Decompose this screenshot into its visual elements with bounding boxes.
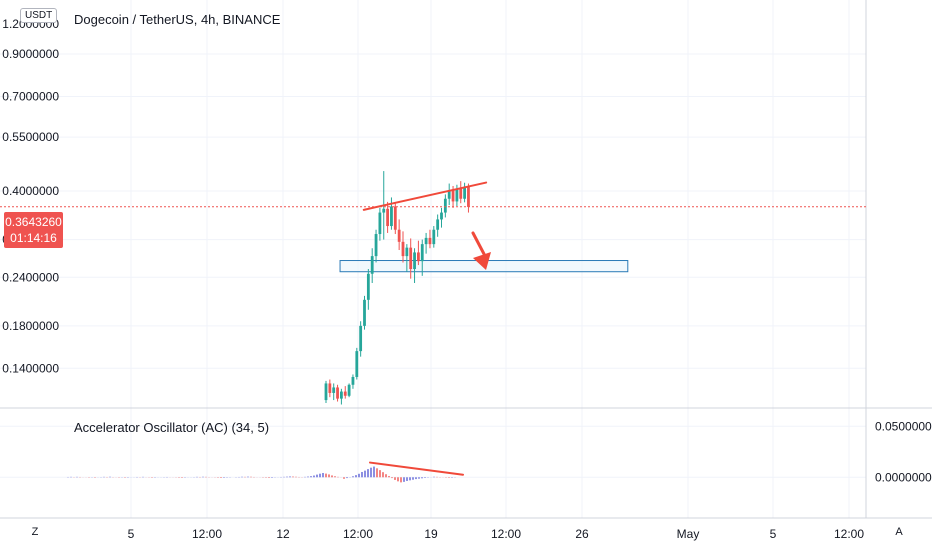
candle-body — [409, 247, 413, 270]
annotations[interactable] — [362, 181, 491, 476]
candle-body — [455, 188, 459, 202]
candle-body — [374, 234, 378, 257]
price-tick-label: 0.1800000 — [2, 319, 59, 333]
ac-tick-label: 0.0500000 — [875, 419, 932, 433]
candle-body — [432, 229, 436, 245]
candle-body — [340, 391, 343, 399]
candle-body — [447, 190, 451, 199]
time-tick-label: May — [677, 527, 700, 541]
log-scale-toggle[interactable]: Z — [31, 526, 39, 538]
current-price-value: 0.3643260 — [5, 215, 62, 229]
time-tick-label: 12 — [276, 527, 290, 541]
candle-body — [378, 212, 382, 235]
candle-body — [397, 229, 401, 242]
candle-body — [413, 252, 416, 270]
divergence-trendline — [369, 461, 464, 476]
candle-body — [440, 212, 443, 220]
ac-histogram — [67, 466, 456, 483]
bar-countdown: 01:14:16 — [10, 231, 57, 245]
auto-scale-toggle[interactable]: A — [895, 526, 903, 538]
candle-body — [467, 186, 470, 207]
candle-body — [355, 351, 359, 377]
candle-body — [370, 256, 374, 274]
indicator-label[interactable]: Accelerator Oscillator (AC) (34, 5) — [74, 420, 269, 435]
current-price-label: 0.3643260 01:14:16 — [4, 212, 63, 248]
candle-body — [386, 208, 389, 227]
candle-body — [332, 387, 336, 393]
price-axis[interactable]: 0.90000000.70000000.55000000.40000000.30… — [2, 17, 59, 375]
grid — [0, 0, 866, 518]
candle-body — [347, 384, 351, 396]
price-tick-label: 0.9000000 — [2, 47, 59, 61]
candle-body — [390, 206, 393, 227]
candle-body — [417, 252, 420, 262]
candle-body — [459, 188, 463, 199]
candle-body — [443, 198, 447, 213]
candle-body — [363, 299, 366, 326]
candle-body — [351, 376, 355, 385]
time-tick-label: 5 — [128, 527, 135, 541]
rising-trendline — [362, 181, 488, 211]
ac-axis[interactable]: 0.0500000 0.0000000 — [875, 419, 932, 484]
time-tick-label: 12:00 — [834, 527, 864, 541]
ac-tick-label: 0.0000000 — [875, 470, 932, 484]
time-tick-label: 12:00 — [192, 527, 222, 541]
time-tick-label: 12:00 — [343, 527, 373, 541]
price-tick-label: 0.4000000 — [2, 184, 59, 198]
time-tick-label: 26 — [575, 527, 589, 541]
candle-body — [428, 237, 432, 245]
candle-body — [436, 219, 440, 230]
candle-body — [324, 383, 328, 401]
candle-body — [420, 244, 424, 262]
time-tick-label: 12:00 — [491, 527, 521, 541]
time-tick-label: 5 — [770, 527, 777, 541]
candle-body — [401, 241, 405, 257]
price-tick-label: 0.1400000 — [2, 361, 59, 375]
time-axis[interactable]: 5 12:00 12 12:00 19 12:00 26 May 5 12:00 — [128, 527, 865, 541]
down-arrow-head — [473, 252, 491, 270]
candle-body — [424, 237, 428, 245]
candle-body — [343, 391, 347, 396]
price-tick-label: 0.7000000 — [2, 89, 59, 103]
candle-body — [366, 273, 370, 300]
candle-body — [328, 383, 332, 393]
candle-body — [463, 186, 466, 199]
pane-separators — [0, 0, 932, 519]
candle-body — [359, 325, 363, 352]
candlestick-series — [324, 171, 470, 405]
candle-body — [405, 247, 409, 257]
chart-title: Dogecoin / TetherUS, 4h, BINANCE — [74, 12, 281, 27]
price-tick-label: 0.2400000 — [2, 270, 59, 284]
candle-body — [382, 208, 386, 213]
candle-body — [451, 190, 455, 202]
candle-body — [336, 387, 339, 399]
currency-badge[interactable]: USDT — [20, 8, 58, 23]
candle-body — [393, 206, 397, 230]
down-arrow-shaft — [471, 231, 486, 256]
price-tick-label: 0.5500000 — [2, 130, 59, 144]
time-tick-label: 19 — [424, 527, 438, 541]
